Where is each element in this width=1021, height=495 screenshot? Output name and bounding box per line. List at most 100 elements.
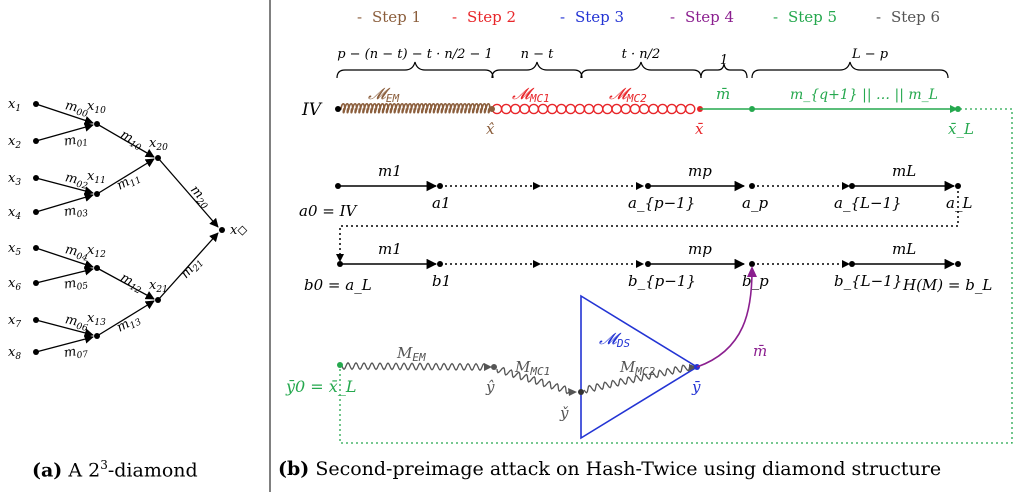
- mc-circle-11: [583, 103, 595, 115]
- legend-dash-1: -: [357, 8, 362, 26]
- mc-circle-4: [519, 103, 530, 115]
- mc-circle-8: [556, 103, 567, 115]
- root-node: [219, 227, 225, 233]
- y0-label: ȳ0 = x̄_L: [285, 377, 356, 396]
- brace-1: [336, 61, 494, 79]
- leaf-edge-label-4: m03: [63, 202, 89, 222]
- caption-a-tag: (a): [32, 459, 63, 482]
- xbarL-label: x̄_L: [948, 120, 974, 138]
- mbar-curve-arrow: [747, 266, 757, 277]
- mc-circle-22: [684, 103, 696, 115]
- ds-triangle: [580, 294, 699, 440]
- a0-node: [335, 183, 341, 189]
- b-mL-label: mL: [892, 240, 916, 258]
- leaf-label-2: x2: [8, 134, 21, 151]
- mc-circle-16: [629, 103, 641, 115]
- aL-to-b0-connector: [339, 186, 959, 258]
- leaf-label-4: x4: [8, 205, 21, 222]
- a1-node: [437, 183, 443, 189]
- b0-label: b0 = a_L: [304, 276, 372, 294]
- legend-dash-4: -: [670, 8, 675, 26]
- ap-1-label: a_{p−1}: [628, 194, 695, 212]
- brace-label-1: p − (n − t) − t · n/2 − 1: [337, 47, 493, 62]
- row2: m1 mp mL a0 = IV a1 a_{p−1} a_p a_{L−1} …: [299, 162, 972, 262]
- ycheck-node: [578, 389, 584, 395]
- b1-label: b1: [432, 272, 451, 290]
- b-m1-label: m1: [378, 240, 402, 258]
- legend-dash-3: -: [560, 8, 565, 26]
- leaf-edge-label-6: m05: [63, 274, 89, 294]
- leaf-label-8: x8: [8, 345, 21, 362]
- row4: 𝓜DS m̄ MEM MMC1 MMC2 ȳ0 = x̄_L ŷ y̌ ȳ: [285, 108, 1013, 444]
- l2-edge-label-2: m21: [178, 254, 207, 283]
- mem-label-2: MEM: [396, 344, 426, 364]
- ap-node: [749, 183, 755, 189]
- ycheck-label: y̌: [559, 404, 569, 422]
- leaf-edge-6: [35, 266, 94, 284]
- leaf-edge-label-2: m01: [63, 131, 89, 151]
- hash-output-label: H(M) = b_L: [902, 276, 992, 294]
- leaf-edge-1: [35, 103, 94, 125]
- l1-edge-3: [96, 267, 155, 300]
- leaf-label-5: x5: [8, 241, 21, 258]
- brace-labels: p − (n − t) − t · n/2 − 1 n − t t · n/2 …: [337, 47, 889, 68]
- caption-b-tag: (b): [278, 458, 310, 480]
- l1-edge-2: [96, 158, 155, 195]
- caption-a-tail: -diamond: [107, 459, 198, 482]
- mc-circle-2: [500, 103, 512, 115]
- a-mid-arrow-3: [842, 182, 850, 190]
- tail-arrowhead: [950, 105, 958, 113]
- leaf-edge-label-5: m04: [63, 242, 90, 264]
- bL-1-node: [849, 261, 855, 267]
- a1-label: a1: [432, 194, 451, 212]
- l1-edge-label-1: m10: [117, 127, 146, 153]
- mc-circle-5: [528, 103, 540, 115]
- leaf-label-7: x7: [8, 313, 21, 330]
- legend-label-3: Step 3: [575, 8, 624, 26]
- mc-circle-21: [675, 103, 687, 115]
- leaf-edge-label-8: m07: [63, 343, 89, 363]
- legend-label-6: Step 6: [891, 8, 940, 26]
- mmc2-label-2: MMC2: [619, 358, 656, 378]
- caption-b: (b) Second-preimage attack on Hash-Twice…: [278, 458, 941, 480]
- brace-5: [751, 61, 949, 79]
- tail-label: m_{q+1} || … || m_L: [790, 87, 938, 103]
- aL-1-node: [849, 183, 855, 189]
- l2-label-2: x21: [149, 278, 168, 295]
- l2-edge-1: [157, 157, 219, 228]
- mc-circle-9: [565, 103, 576, 115]
- leaf-label-6: x6: [8, 276, 21, 293]
- bL-node: [955, 261, 961, 267]
- a-mid-arrow-1: [533, 182, 541, 190]
- b0-connector-arrow: [336, 254, 344, 262]
- em-spring: [338, 102, 492, 114]
- diamond-tree: x1 m00 x2 m01 x3 m02 x4 m03 x5 m04 x6 m05 x7 m06 x8 m07…: [8, 97, 247, 363]
- aL-label: a_L: [946, 194, 972, 212]
- mc-circle-7: [546, 103, 558, 115]
- mc-circles: [491, 103, 696, 115]
- leaf-label-3: x3: [8, 171, 21, 188]
- mc1-wave-arrow: [568, 388, 577, 396]
- brace-4: [700, 63, 748, 79]
- mc-circle-12: [592, 103, 604, 115]
- ybar-label: ȳ: [691, 378, 701, 396]
- leaf-edge-7: [35, 319, 94, 338]
- yhat-node: [491, 364, 497, 370]
- legend-dash-6: -: [876, 8, 881, 26]
- leaf-edge-3: [35, 177, 94, 196]
- caption-a-text: A 2: [68, 459, 101, 482]
- leaf-edge-5: [35, 247, 94, 269]
- brace-label-5: L − p: [851, 47, 889, 62]
- caption-a: (a) A 23-diamond: [32, 458, 198, 481]
- a-mp-label: mp: [688, 162, 712, 180]
- em-wave: [341, 361, 487, 372]
- leaf-edge-label-1: m00: [63, 98, 90, 120]
- bp-1-label: b_{p−1}: [628, 272, 696, 290]
- legend-label-1: Step 1: [372, 8, 421, 26]
- b0-node: [337, 261, 343, 267]
- caption-b-text: Second-preimage attack on Hash-Twice usi…: [315, 458, 942, 480]
- mc-circle-13: [602, 103, 613, 115]
- bp-node: [749, 261, 755, 267]
- leaf-label-1: x1: [8, 97, 21, 114]
- iv-node: [335, 106, 341, 112]
